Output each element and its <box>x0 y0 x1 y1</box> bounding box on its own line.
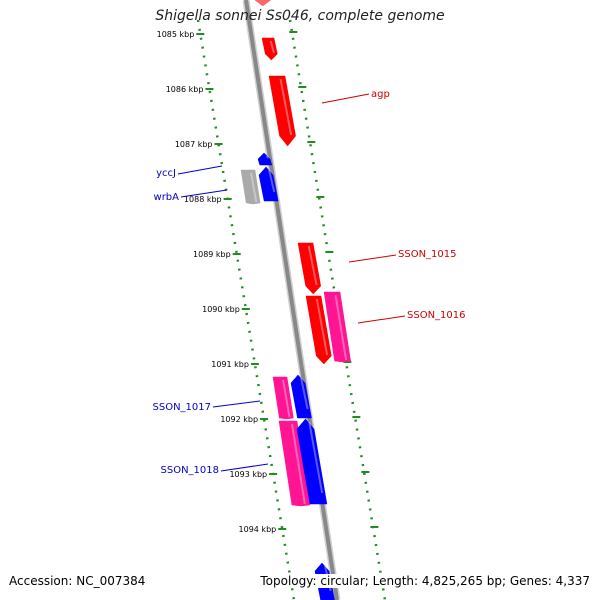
gene-arrow-pink-1017 <box>272 376 294 420</box>
gene-leader-line <box>212 400 261 408</box>
gene-label: wrbA <box>154 192 180 203</box>
gene-arrow-top-fragment <box>254 0 272 7</box>
gene-leader-line <box>348 254 397 263</box>
tick-label: 1092 kbp <box>220 415 258 424</box>
tick-label: 1087 kbp <box>175 140 213 149</box>
gene-arrow-pink-1017-shine <box>282 379 291 418</box>
gene-leader-line <box>177 165 223 175</box>
gene-arrow-yccJ <box>257 152 273 166</box>
tick-label: 1093 kbp <box>229 470 267 479</box>
gene-arrow-agp <box>268 75 296 147</box>
topology-label: Topology: circular; Length: 4,825,265 bp… <box>258 574 590 588</box>
tick-label: 1085 kbp <box>157 30 195 39</box>
tick-label: 1094 kbp <box>239 525 277 534</box>
gene-arrow-small-red <box>261 37 278 61</box>
gene-arrow-pink-1018-shine <box>290 423 306 505</box>
gene-arrow-SSON_1015-shine <box>307 245 318 286</box>
tick-label: 1088 kbp <box>184 195 222 204</box>
gene-arrow-SSON_1017-shine <box>300 377 309 410</box>
map-title: Shigella sonnei Ss046, complete genome <box>155 8 445 24</box>
gene-arrow-SSON_1017 <box>290 374 312 419</box>
gene-arrow-pink-1016 <box>323 291 351 363</box>
gene-arrow-SSON_1016-shine <box>315 298 329 356</box>
gene-label: agp <box>371 89 390 100</box>
gene-arrow-SSON_1016 <box>305 295 332 365</box>
gene-arrow-pink-1018 <box>278 420 311 507</box>
gene-arrow-SSON_1015 <box>297 242 322 295</box>
tick-label: 1090 kbp <box>202 305 240 314</box>
gene-label: yccJ <box>156 168 176 179</box>
gene-leader-line <box>180 189 228 198</box>
gene-label: SSON_1018 <box>161 465 220 476</box>
gene-leader-line <box>321 93 370 104</box>
gene-arrow-wrbA-shine <box>268 169 276 193</box>
gene-leader-line <box>357 315 406 324</box>
genome-backbone <box>244 0 339 600</box>
accession-label: Accession: NC_007384 <box>9 574 146 588</box>
gene-arrow-yccJ-shine <box>265 155 270 159</box>
tick-label: 1089 kbp <box>193 250 231 259</box>
gene-arrow-small-red-shine <box>269 40 275 54</box>
tick-label: 1091 kbp <box>211 360 249 369</box>
gene-arrow-pink-1016-shine <box>334 294 348 361</box>
gene-arrow-grey <box>240 169 261 205</box>
gene-label: SSON_1015 <box>398 249 457 260</box>
gene-arrow-wrbA <box>258 166 279 202</box>
gene-label: SSON_1016 <box>407 310 466 321</box>
gene-label: SSON_1017 <box>153 402 212 413</box>
gene-arrow-SSON_1018 <box>296 418 328 505</box>
gene-leader-line <box>220 463 269 472</box>
tick-label: 1086 kbp <box>166 85 204 94</box>
gene-arrow-grey-shine <box>250 172 258 203</box>
gene-arrow-SSON_1018-shine <box>308 421 324 494</box>
gene-arrow-agp-shine <box>279 78 293 136</box>
